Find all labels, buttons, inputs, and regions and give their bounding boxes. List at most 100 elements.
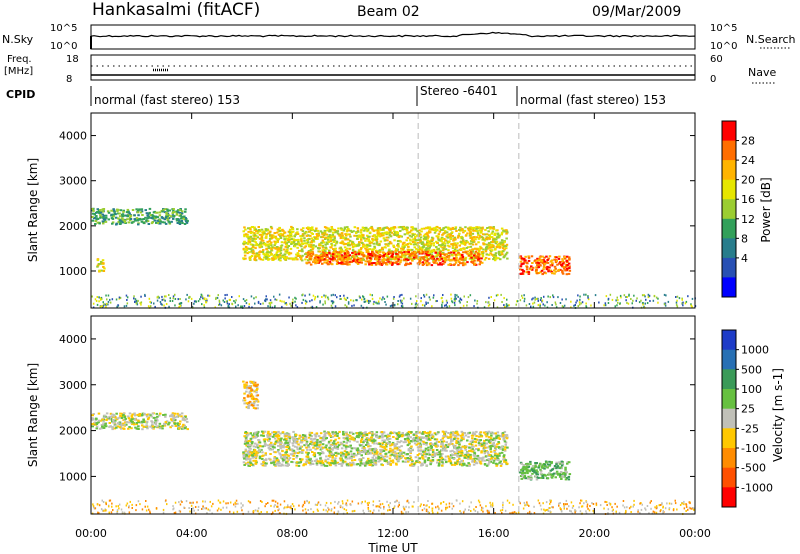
- power-ground-scatter-cell: [474, 299, 476, 302]
- power-data-cell: [473, 262, 477, 265]
- power-data-cell: [397, 258, 400, 261]
- power-data-cell: [375, 261, 379, 264]
- power-data-cell: [553, 256, 557, 258]
- power-data-cell: [362, 258, 365, 261]
- velocity-data-cell: [121, 412, 124, 415]
- power-data-cell: [289, 252, 293, 255]
- power-data-cell: [378, 256, 382, 258]
- velocity-data-cell: [91, 425, 94, 428]
- power-data-cell: [146, 214, 149, 217]
- power-data-cell: [451, 244, 455, 247]
- power-data-cell: [309, 244, 313, 246]
- power-ground-scatter-cell: [681, 297, 683, 300]
- velocity-data-cell: [464, 448, 467, 451]
- power-data-cell: [353, 250, 357, 253]
- velocity-data-cell: [296, 446, 299, 449]
- power-ground-scatter-cell: [104, 303, 106, 306]
- power-ground-scatter-cell: [555, 303, 557, 306]
- velocity-data-cell: [258, 457, 262, 460]
- power-data-cell: [495, 229, 498, 232]
- velocity-data-cell: [104, 415, 107, 418]
- power-data-cell: [311, 247, 315, 250]
- power-data-cell: [303, 232, 306, 235]
- power-data-cell: [134, 219, 137, 222]
- power-data-cell: [470, 255, 473, 258]
- power-data-cell: [434, 259, 437, 262]
- power-data-cell: [354, 245, 357, 248]
- power-data-cell: [385, 263, 389, 266]
- velocity-data-cell: [502, 436, 505, 439]
- velocity-data-cell: [372, 458, 376, 461]
- velocity-data-cell: [323, 464, 327, 467]
- power-ground-scatter-cell: [174, 304, 176, 307]
- velocity-data-cell: [288, 439, 291, 442]
- velocity-data-cell: [409, 436, 412, 439]
- power-data-cell: [372, 248, 375, 251]
- power-data-cell: [535, 271, 538, 274]
- power-data-cell: [487, 242, 491, 245]
- power-data-cell: [283, 248, 286, 251]
- power-data-cell: [370, 241, 373, 244]
- power-data-cell: [444, 230, 447, 233]
- power-data-cell: [413, 236, 417, 238]
- power-data-cell: [356, 263, 360, 265]
- power-data-cell: [301, 233, 305, 236]
- velocity-data-cell: [95, 425, 99, 428]
- power-data-cell: [542, 259, 545, 262]
- power-data-cell: [101, 208, 105, 211]
- power-ground-scatter-cell: [109, 301, 112, 304]
- power-data-cell: [426, 250, 430, 253]
- power-data-cell: [342, 243, 346, 246]
- velocity-data-cell: [469, 455, 473, 458]
- power-data-cell: [487, 253, 491, 256]
- power-data-cell: [491, 241, 494, 244]
- power-data-cell: [363, 237, 366, 240]
- power-data-cell: [531, 262, 534, 264]
- power-data-cell: [339, 258, 342, 261]
- power-data-cell: [346, 233, 349, 236]
- power-ground-scatter-cell: [539, 299, 542, 301]
- power-data-cell: [313, 230, 317, 233]
- power-ground-scatter-cell: [653, 295, 656, 298]
- power-ground-scatter-cell: [381, 298, 383, 301]
- power-data-cell: [485, 236, 488, 239]
- power-data-cell: [278, 255, 281, 258]
- power-data-cell: [99, 262, 103, 265]
- velocity-data-cell: [256, 432, 259, 435]
- power-data-cell: [408, 242, 411, 245]
- power-data-cell: [475, 227, 478, 230]
- power-data-cell: [251, 226, 254, 228]
- velocity-data-cell: [452, 444, 455, 447]
- power-data-cell: [434, 226, 438, 229]
- power-ground-scatter-cell: [119, 296, 122, 299]
- power-data-cell: [444, 226, 448, 229]
- power-ground-scatter-cell: [134, 298, 137, 301]
- power-data-cell: [148, 211, 151, 214]
- power-data-cell: [357, 249, 361, 252]
- power-data-cell: [310, 237, 314, 240]
- velocity-data-cell: [159, 427, 162, 430]
- power-data-cell: [184, 210, 187, 213]
- power-ground-scatter-cell: [386, 295, 389, 298]
- power-data-cell: [259, 258, 263, 261]
- power-data-cell: [137, 222, 140, 225]
- power-ground-scatter-cell: [174, 298, 177, 300]
- power-data-cell: [300, 234, 304, 237]
- power-data-cell: [243, 240, 246, 243]
- velocity-data-cell: [145, 420, 149, 423]
- power-ground-scatter-cell: [640, 299, 642, 302]
- velocity-data-cell: [295, 455, 299, 457]
- power-data-cell: [370, 262, 374, 265]
- power-ground-scatter-cell: [324, 300, 326, 303]
- power-ground-scatter-cell: [575, 301, 577, 304]
- velocity-data-cell: [407, 460, 410, 463]
- power-data-cell: [478, 229, 481, 232]
- power-data-cell: [562, 261, 566, 264]
- velocity-data-cell: [453, 447, 457, 449]
- power-data-cell: [140, 220, 144, 223]
- power-data-cell: [446, 233, 449, 236]
- velocity-data-cell: [431, 451, 435, 454]
- power-data-cell: [163, 211, 167, 214]
- velocity-data-cell: [386, 433, 390, 436]
- power-data-cell: [296, 252, 300, 255]
